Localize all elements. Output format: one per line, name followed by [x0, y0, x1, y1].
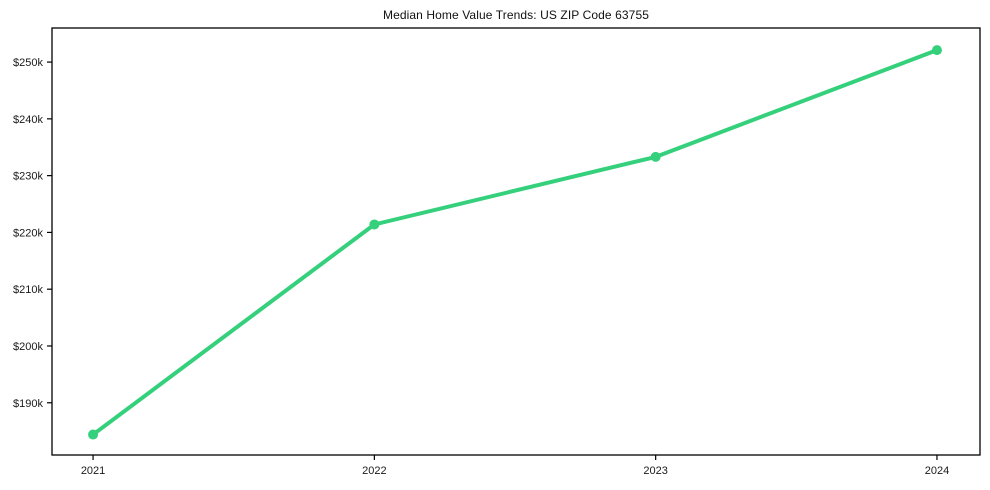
data-point-2021 [88, 429, 99, 440]
y-tick-label: $240k [13, 114, 43, 126]
data-point-2022 [369, 219, 380, 230]
y-tick-label: $190k [13, 398, 43, 410]
trend-line [91, 48, 939, 437]
chart-title: Median Home Value Trends: US ZIP Code 63… [382, 8, 649, 22]
y-tick-label: $250k [13, 57, 43, 69]
x-tick-label: 2023 [643, 465, 667, 477]
x-tick-label: 2022 [362, 465, 386, 477]
x-tick-label: 2021 [81, 465, 105, 477]
y-tick-label: $200k [13, 341, 43, 353]
data-point-2024 [931, 45, 942, 56]
y-tick-label: $210k [13, 284, 43, 296]
x-tick-label: 2024 [925, 465, 949, 477]
plot-area-border [51, 27, 981, 456]
y-tick-label: $220k [13, 227, 43, 239]
y-tick-label: $230k [13, 171, 43, 183]
data-point-2023 [650, 151, 661, 162]
